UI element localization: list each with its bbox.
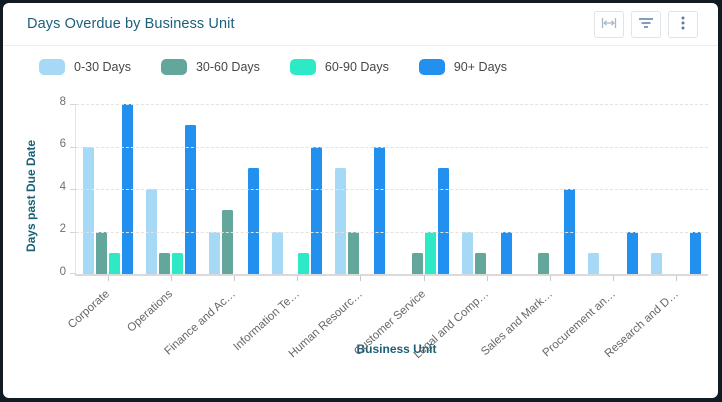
legend-label: 0-30 Days (74, 60, 131, 74)
y-axis-tick-label: 2 (59, 223, 66, 235)
legend: 0-30 Days 30-60 Days 60-90 Days 90+ Days (3, 46, 718, 75)
bar[interactable] (627, 231, 639, 274)
bar-cluster (645, 104, 708, 274)
gridline (76, 104, 708, 105)
bar[interactable] (184, 125, 196, 274)
bar[interactable] (335, 167, 347, 274)
bar-cluster (582, 104, 645, 274)
bar[interactable] (437, 167, 449, 274)
bar[interactable] (424, 231, 436, 274)
bar[interactable] (374, 146, 386, 274)
y-axis-tick-label: 4 (59, 180, 66, 193)
bar-cluster (266, 104, 329, 274)
bar[interactable] (272, 231, 284, 274)
bar[interactable] (95, 231, 107, 274)
x-axis-labels: Corporate Operations Finance and Ac… Inform… (66, 276, 708, 361)
y-axis-tick (70, 231, 76, 233)
filter-button[interactable] (631, 10, 661, 38)
x-axis-tick (423, 276, 425, 281)
bar[interactable] (82, 146, 94, 274)
legend-item-3[interactable]: 90+ Days (418, 59, 508, 75)
plot-area: 0 2 4 6 8 (60, 96, 708, 281)
bar[interactable] (538, 252, 550, 274)
bar[interactable] (248, 167, 259, 274)
bar[interactable] (209, 231, 220, 274)
x-axis-tick (613, 276, 615, 281)
legend-swatch (418, 59, 445, 75)
filter-icon (637, 16, 655, 33)
legend-swatch (39, 59, 65, 75)
gridline (76, 231, 708, 233)
legend-item-0[interactable]: 0-30 Days (39, 59, 131, 75)
widget-header: Days Overdue by Business Unit (3, 3, 718, 46)
bar[interactable] (158, 252, 170, 274)
chart-card: Days Overdue by Business Unit (3, 3, 718, 398)
x-axis-tick-label: Corporate (65, 288, 112, 332)
fit-width-icon (600, 16, 618, 33)
x-axis-tick (234, 276, 235, 281)
bar-cluster (392, 104, 455, 274)
bar[interactable] (500, 231, 512, 274)
bar[interactable] (651, 252, 663, 274)
legend-swatch (160, 59, 187, 75)
y-axis-tick (70, 104, 76, 105)
x-axis-tick-label: Operations (125, 288, 175, 335)
legend-item-2[interactable]: 60-90 Days (289, 59, 389, 75)
y-axis-tick (70, 189, 76, 190)
gridline (76, 146, 708, 148)
x-axis-tick (550, 276, 551, 281)
x-axis-tick (107, 276, 109, 281)
y-axis-title: Days past Due Date (24, 139, 38, 253)
x-axis-tick (486, 276, 488, 281)
bar[interactable] (474, 252, 486, 274)
bar-cluster (202, 104, 265, 274)
legend-item-1[interactable]: 30-60 Days (160, 59, 260, 75)
bar-cluster (455, 104, 518, 274)
legend-swatch (289, 59, 316, 75)
gridline (76, 189, 708, 190)
x-axis-tick (297, 276, 299, 281)
fit-width-button[interactable] (594, 10, 624, 38)
bar-series (76, 104, 708, 274)
chart-title: Days Overdue by Business Unit (27, 16, 235, 32)
bar[interactable] (222, 210, 233, 274)
menu-button[interactable] (668, 10, 698, 38)
bar[interactable] (690, 231, 702, 274)
bar[interactable] (171, 252, 183, 274)
y-axis-tick (70, 273, 76, 274)
x-axis-tick (360, 276, 362, 281)
x-axis-tick (170, 276, 172, 281)
toolbar (594, 10, 698, 38)
bar[interactable] (311, 146, 323, 274)
bar[interactable] (588, 252, 600, 274)
y-axis-tick-label: 8 (59, 95, 66, 108)
x-axis-tick (676, 276, 678, 281)
kebab-menu-icon (680, 15, 686, 34)
y-axis-tick (70, 146, 76, 148)
bar[interactable] (461, 231, 473, 274)
x-axis-tick-label: Information Te… (230, 288, 302, 354)
bar[interactable] (298, 252, 310, 274)
legend-label: 60-90 Days (324, 60, 389, 74)
bar[interactable] (411, 252, 423, 274)
chart-area: Days past Due Date 0 2 4 6 8 Corporate Operat… (3, 96, 718, 361)
bar-cluster (329, 104, 392, 274)
y-axis-tick-label: 6 (59, 138, 66, 150)
bar[interactable] (108, 252, 120, 274)
bar[interactable] (348, 231, 360, 274)
legend-label: 90+ Days (453, 60, 508, 74)
y-axis-tick-label: 0 (59, 265, 66, 278)
x-axis-title: Business Unit (356, 342, 437, 356)
legend-label: 30-60 Days (195, 60, 260, 74)
